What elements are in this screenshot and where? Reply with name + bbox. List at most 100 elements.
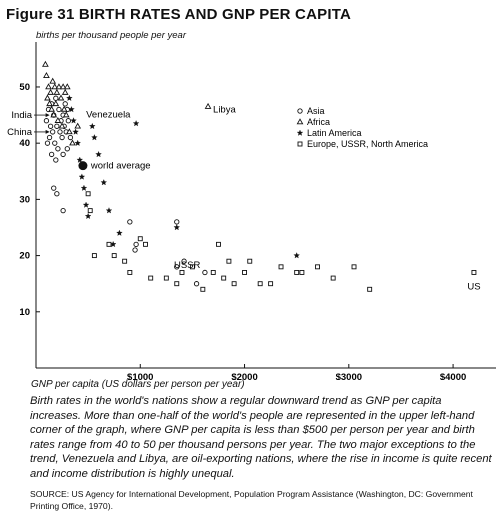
data-point	[200, 286, 206, 292]
annotation-label: US	[467, 281, 480, 292]
legend-marker	[297, 108, 303, 114]
data-point	[80, 184, 88, 191]
data-point	[221, 275, 227, 281]
data-point	[49, 77, 57, 84]
data-points	[42, 60, 477, 292]
data-point	[65, 118, 71, 124]
data-point	[84, 212, 92, 220]
annotations: world average India China Venezuela Libya USS…	[7, 105, 480, 293]
data-point	[54, 191, 60, 197]
annotation-label: USSR	[174, 260, 201, 271]
data-point	[67, 134, 74, 141]
figure-caption: Birth rates in the world's nations show …	[30, 395, 492, 480]
data-point	[78, 173, 86, 180]
chart-title: Figure 31 BIRTH RATES AND GNP PER CAPITA	[6, 6, 351, 23]
x-tick-label: $2000	[231, 372, 257, 380]
data-point	[299, 269, 305, 275]
data-point	[85, 191, 91, 197]
data-point	[62, 101, 68, 107]
legend-marker	[296, 118, 304, 125]
data-point	[351, 264, 357, 270]
x-axis-label: GNP per capita (US dollars per person pe…	[31, 379, 245, 390]
legend-entry: Africa	[307, 117, 330, 127]
data-point	[210, 269, 216, 275]
data-point	[315, 264, 320, 270]
data-point	[53, 95, 59, 101]
data-point	[127, 219, 133, 225]
data-point	[64, 146, 70, 152]
data-point	[60, 207, 66, 214]
data-point	[56, 106, 62, 113]
y-axis-label: births per thousand people per year	[36, 30, 186, 41]
x-tick-label: $4000	[440, 372, 466, 380]
data-point	[54, 116, 62, 123]
data-point	[294, 269, 300, 275]
data-point	[330, 275, 336, 281]
scatter-plot: 10 20 30 40 50 $1000 $2000 $3000 $4000 world ave…	[7, 42, 496, 380]
data-point	[55, 146, 61, 152]
data-point	[202, 269, 208, 276]
data-point	[43, 118, 50, 124]
legend-entry: Latin America	[307, 128, 362, 138]
data-point	[60, 151, 66, 158]
y-tick-label: 10	[19, 307, 30, 318]
data-point	[55, 83, 63, 90]
annotation-label: China	[7, 127, 33, 138]
y-tick-label: 40	[19, 138, 30, 149]
data-point	[66, 94, 73, 101]
data-point	[57, 94, 65, 101]
world-average-label: world average	[90, 161, 151, 172]
annotation-arrowhead	[45, 129, 50, 134]
data-point	[132, 120, 140, 127]
data-point	[89, 122, 96, 130]
data-point	[257, 281, 263, 287]
data-point	[76, 156, 84, 163]
data-point	[105, 207, 113, 214]
data-point	[50, 111, 58, 118]
legend-marker	[296, 129, 304, 136]
data-point	[45, 83, 52, 90]
data-point	[231, 281, 237, 287]
data-point	[133, 241, 139, 247]
data-point	[74, 139, 81, 146]
data-point	[189, 264, 195, 270]
data-point	[53, 157, 59, 163]
data-point	[216, 241, 221, 247]
data-point	[51, 83, 59, 90]
data-point	[91, 134, 98, 141]
annotation-label: India	[11, 110, 32, 121]
data-point	[52, 100, 60, 107]
data-point	[42, 60, 49, 67]
data-point	[59, 134, 65, 141]
data-point	[44, 94, 51, 101]
y-tick-label: 20	[19, 251, 30, 262]
data-point	[143, 241, 148, 247]
data-point	[68, 106, 75, 113]
annotation-arrowhead	[45, 113, 50, 118]
data-point	[132, 247, 138, 253]
data-point	[51, 185, 57, 191]
data-point	[58, 122, 66, 129]
data-point	[46, 100, 53, 107]
data-point	[181, 258, 187, 264]
data-point	[63, 83, 71, 90]
data-point	[87, 208, 93, 214]
data-point	[47, 88, 54, 95]
data-point	[46, 134, 53, 141]
data-point	[72, 128, 79, 135]
data-point	[179, 269, 185, 275]
data-point	[47, 123, 54, 129]
data-point	[116, 229, 123, 236]
data-point	[268, 281, 274, 287]
data-point	[148, 275, 154, 281]
data-point	[174, 264, 180, 270]
data-point	[69, 139, 76, 146]
data-point	[70, 117, 77, 124]
legend-entry: Asia	[307, 106, 325, 116]
data-point	[163, 275, 169, 281]
legend-entry: Europe, USSR, North America	[307, 139, 428, 149]
world-average-point	[78, 161, 88, 171]
data-point	[100, 179, 108, 186]
data-point	[111, 253, 117, 259]
